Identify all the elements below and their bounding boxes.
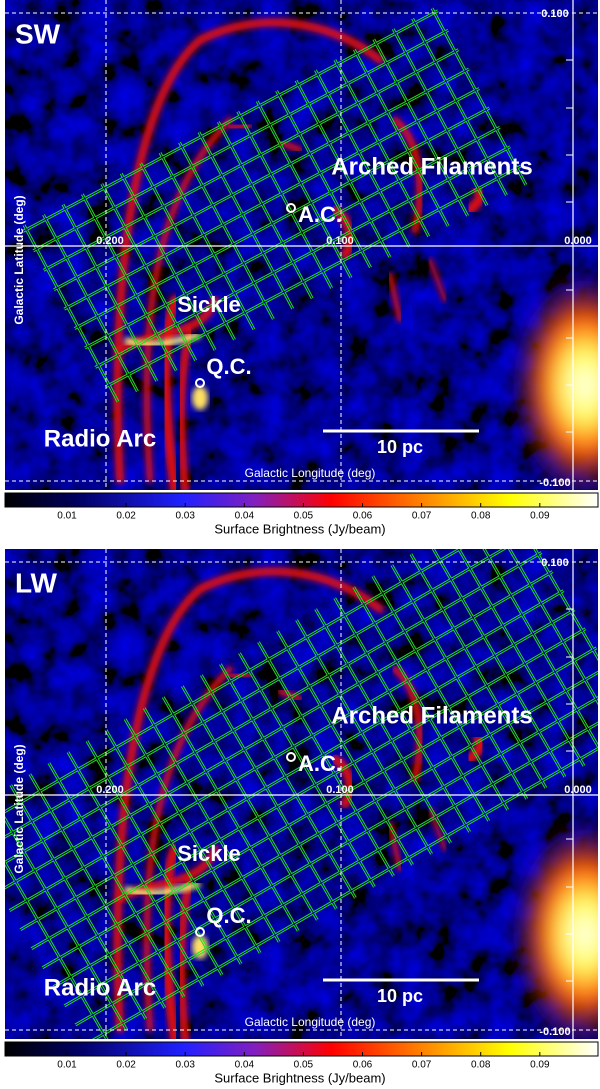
panel-label: LW [15, 567, 58, 598]
annotation: Radio Arc [44, 974, 156, 1001]
annotation: Sickle [177, 292, 241, 317]
colorbar-tick-label: 0.05 [294, 1060, 314, 1071]
annotation: Radio Arc [44, 425, 156, 452]
colorbar-tick-label: 0.06 [353, 511, 373, 522]
annotation: Arched Filaments [331, 702, 532, 729]
colorbar-tick-label: 0.06 [353, 1060, 373, 1071]
scale-bar-label: 10 pc [377, 437, 423, 457]
y-tick-label: 0.100 [541, 557, 569, 569]
annotation: A.C. [298, 202, 342, 227]
colorbar-label: Surface Brightness (Jy/beam) [214, 521, 385, 536]
x-tick-label: 0.200 [96, 784, 124, 796]
annotation: A.C. [298, 751, 342, 776]
x-tick-label: 0.100 [326, 235, 354, 247]
colorbar-tick-label: 0.09 [530, 511, 550, 522]
colorbar-tick-label: 0.05 [294, 511, 314, 522]
annotation: Q.C. [206, 903, 251, 928]
y-tick-label: -0.100 [539, 1026, 570, 1038]
filament [387, 272, 403, 323]
x-tick-label: 0.000 [564, 784, 592, 796]
bright-source [515, 275, 598, 490]
y-axis-label: Galactic Latitude (deg) [12, 195, 26, 324]
colorbar-tick-label: 0.02 [116, 511, 136, 522]
colorbar-tick-label: 0.02 [116, 1060, 136, 1071]
y-tick-label: -0.100 [539, 477, 570, 489]
colorbar-tick-label: 0.04 [235, 1060, 255, 1071]
marker [195, 378, 205, 388]
sky-image [5, 0, 598, 490]
colorbar-tick-label: 0.03 [175, 1060, 195, 1071]
x-tick-label: 0.000 [564, 235, 592, 247]
filament [428, 258, 447, 302]
annotation: Arched Filaments [331, 153, 532, 180]
panel-label: SW [15, 18, 61, 49]
sky-image [5, 549, 598, 1039]
pointing-grid [5, 549, 598, 1039]
colorbar-tick-label: 0.03 [175, 511, 195, 522]
colorbar [4, 492, 599, 508]
annotation: Q.C. [206, 354, 251, 379]
colorbar-tick-label: 0.08 [471, 511, 491, 522]
y-tick-label: 0.100 [541, 8, 569, 20]
annotation: Sickle [177, 841, 241, 866]
bright-source [515, 824, 598, 1039]
colorbar-tick-label: 0.01 [57, 1060, 77, 1071]
pointing-grid [20, 6, 530, 404]
colorbar-tick-label: 0.04 [235, 511, 255, 522]
panel: LW Arched Filaments A.C. Sickle Q.C. Radio Ar… [4, 549, 599, 1085]
colorbar-label: Surface Brightness (Jy/beam) [214, 1070, 385, 1085]
x-tick-label: 0.100 [326, 784, 354, 796]
marker [286, 203, 296, 213]
x-axis-label: Galactic Longitude (deg) [245, 466, 376, 480]
colorbar-tick-label: 0.08 [471, 1060, 491, 1071]
colorbar-tick-label: 0.01 [57, 511, 77, 522]
x-tick-label: 0.200 [96, 235, 124, 247]
marker [286, 752, 296, 762]
bright-source [192, 386, 208, 410]
y-axis-label: Galactic Latitude (deg) [12, 744, 26, 873]
x-axis-label: Galactic Longitude (deg) [245, 1015, 376, 1029]
colorbar [4, 1041, 599, 1057]
panel: SW Arched Filaments A.C. Sickle Q.C. Radio Ar… [4, 0, 599, 536]
colorbar-tick-label: 0.09 [530, 1060, 550, 1071]
colorbar-tick-label: 0.07 [412, 511, 432, 522]
marker [195, 927, 205, 937]
colorbar-tick-label: 0.07 [412, 1060, 432, 1071]
scale-bar-label: 10 pc [377, 986, 423, 1006]
